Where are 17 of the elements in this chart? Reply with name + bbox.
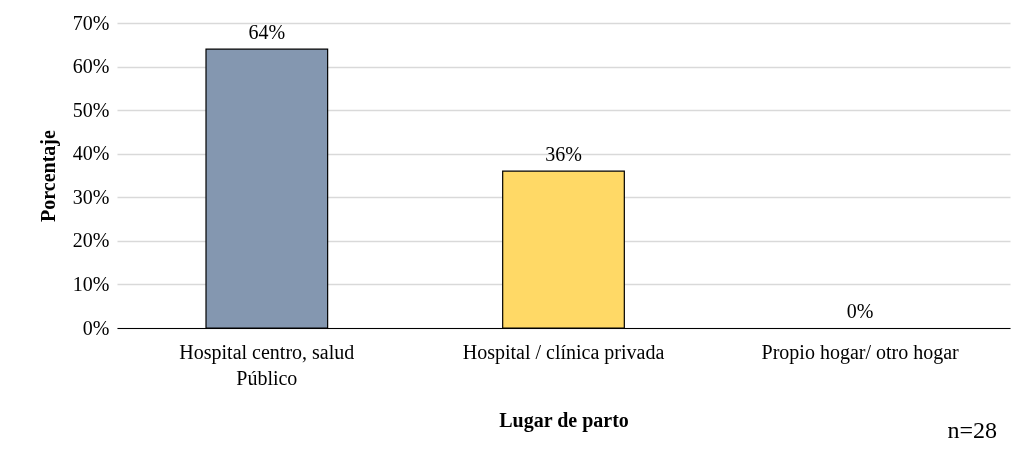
y-tick-label: 20% xyxy=(72,229,110,252)
data-label: 0% xyxy=(846,300,874,322)
text: n=28 xyxy=(947,417,997,443)
y-tick-label: 70% xyxy=(72,11,110,34)
data-label: 64% xyxy=(248,21,286,44)
y-tick-label: 60% xyxy=(72,55,110,78)
y-tick-label: 30% xyxy=(72,185,110,208)
y-tick-label: 0% xyxy=(82,316,110,339)
y-tick-label: 40% xyxy=(72,142,110,165)
y-tick-label: 50% xyxy=(72,98,110,121)
x-tick-label: Propio hogar/ otro hogar xyxy=(761,340,960,364)
x-axis-title: Lugar de parto xyxy=(499,408,629,432)
x-tick-label: Hospital centro, salud Público xyxy=(179,340,355,389)
y-axis-title: Porcentaje xyxy=(36,129,60,222)
data-label: 36% xyxy=(545,143,582,166)
x-tick-label: Hospital / clínica privada xyxy=(462,340,665,364)
y-tick-label: 10% xyxy=(72,272,110,295)
